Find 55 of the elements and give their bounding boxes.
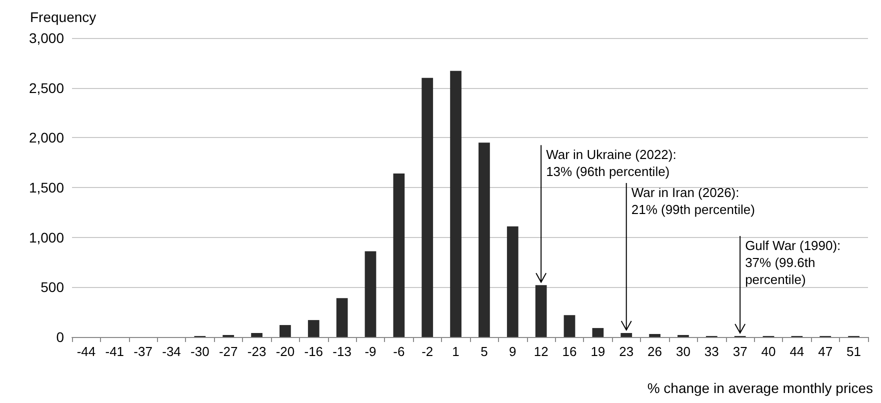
- y-tick-label: 500: [40, 279, 64, 296]
- x-tick-label: 26: [648, 344, 662, 359]
- bar: [251, 333, 262, 337]
- bar: [280, 325, 291, 337]
- x-tick-label: -16: [304, 344, 324, 359]
- bar: [506, 226, 518, 337]
- y-tick-label: 1,500: [28, 180, 64, 196]
- x-tick-label: -2: [422, 344, 434, 359]
- x-tick-label: -44: [76, 344, 96, 359]
- bar: [535, 285, 547, 337]
- bar: [450, 70, 462, 337]
- bar: [478, 142, 490, 337]
- y-tick-label: 0: [56, 329, 64, 345]
- bar: [649, 334, 660, 337]
- bar: [336, 298, 348, 337]
- bar: [308, 320, 320, 337]
- y-tick-label: 1,000: [28, 229, 64, 246]
- bar: [364, 251, 376, 337]
- x-tick-label: 44: [790, 344, 804, 359]
- x-tick-label: -37: [134, 344, 152, 359]
- x-tick-label: 19: [590, 344, 606, 359]
- x-tick-label: 40: [761, 344, 776, 359]
- x-tick-label: -34: [162, 344, 181, 359]
- bar: [564, 315, 576, 337]
- y-tick-label: 3,000: [28, 30, 64, 46]
- bar: [422, 78, 434, 337]
- y-tick-label: 2,000: [28, 130, 64, 146]
- x-tick-label: -30: [190, 344, 210, 359]
- x-tick-label: -27: [218, 344, 238, 359]
- x-tick-label: 51: [846, 344, 862, 359]
- x-tick-label: 12: [534, 344, 548, 359]
- x-axis-title: % change in average monthly prices: [647, 380, 874, 396]
- annotation: Gulf War (1990): 37% (99.6th percentile): [745, 238, 841, 288]
- x-tick-label: 16: [562, 344, 577, 359]
- x-tick-label: 37: [732, 344, 748, 359]
- x-tick-label: -9: [364, 344, 376, 359]
- x-tick-label: -23: [247, 344, 266, 359]
- x-tick-label: 1: [452, 344, 460, 359]
- x-tick-label: -6: [393, 344, 405, 359]
- y-tick-label: 2,500: [28, 80, 64, 96]
- x-tick-label: -20: [276, 344, 295, 359]
- x-tick-label: -41: [105, 344, 124, 359]
- annotation: War in Ukraine (2022): 13% (96th percentile): [546, 147, 676, 180]
- x-tick-label: 47: [818, 344, 833, 359]
- x-tick-label: 33: [704, 344, 719, 359]
- bar: [620, 333, 632, 337]
- x-tick-label: 30: [676, 344, 690, 359]
- x-tick-label: -13: [332, 344, 352, 359]
- annotation: War in Iran (2026): 21% (99th percentile): [631, 185, 755, 218]
- y-axis-title: Frequency: [30, 9, 96, 25]
- x-tick-label: 23: [619, 344, 634, 359]
- x-tick-label: 9: [509, 344, 516, 359]
- bar: [393, 174, 405, 337]
- x-tick-label: 5: [480, 344, 488, 359]
- bar: [592, 328, 604, 337]
